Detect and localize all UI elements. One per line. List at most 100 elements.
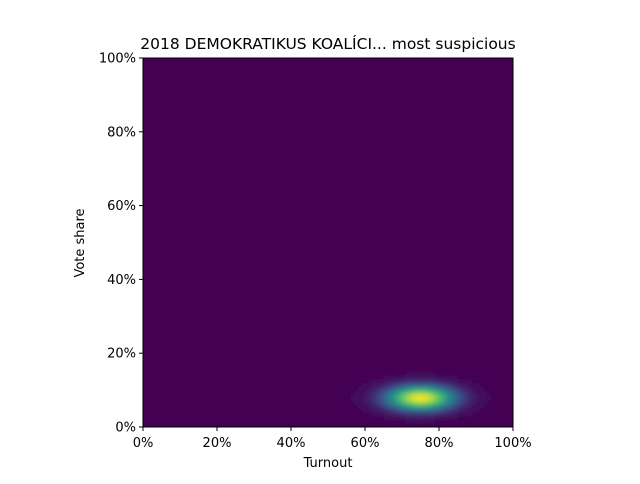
heatmap-cell: [372, 401, 377, 406]
heatmap-cell: [394, 382, 399, 388]
heatmap-cell: [468, 397, 473, 402]
heatmap-cell: [405, 386, 410, 391]
heatmap-cell: [461, 382, 466, 388]
heatmap-cell: [383, 382, 388, 388]
x-tick-label: 80%: [425, 436, 454, 451]
heatmap-cell: [420, 382, 425, 388]
heatmap-cell: [472, 386, 477, 391]
heatmap-background: [143, 58, 513, 427]
heatmap-cell: [390, 390, 396, 395]
heatmap-cell: [457, 382, 462, 388]
heatmap-cell: [427, 419, 433, 424]
heatmap-cell: [450, 382, 455, 388]
heatmap-cell: [479, 393, 484, 399]
heatmap-cell: [431, 379, 436, 384]
heatmap-cell: [379, 404, 385, 410]
heatmap-cell: [446, 393, 451, 399]
heatmap-cell: [368, 379, 373, 384]
heatmap-cell: [476, 404, 481, 410]
heatmap-cell: [372, 386, 377, 391]
heatmap-cell: [402, 415, 407, 421]
y-tick-label: 0%: [115, 421, 136, 436]
heatmap-cell: [350, 397, 355, 402]
heatmap-cell: [420, 419, 425, 424]
heatmap-cell: [435, 404, 440, 410]
heatmap-cell: [490, 397, 496, 402]
heatmap-cell: [372, 404, 377, 410]
heatmap-cell: [427, 397, 433, 402]
heatmap-cell: [420, 404, 425, 410]
y-axis: 0% 20% 40% 60% 80% 100%: [99, 52, 143, 436]
heatmap-cell: [402, 371, 407, 376]
heatmap-cell: [435, 386, 440, 391]
heatmap-cell: [439, 397, 444, 402]
heatmap-cell: [413, 408, 418, 413]
heatmap-cell: [350, 393, 355, 399]
heatmap-cell: [361, 397, 366, 402]
heatmap-cell: [431, 408, 436, 413]
heatmap-cell: [368, 397, 373, 402]
heatmap-cell: [424, 386, 429, 391]
heatmap-cell: [405, 419, 410, 424]
heatmap-cell: [376, 404, 381, 410]
heatmap-cell: [446, 412, 451, 417]
heatmap-cell: [379, 379, 385, 384]
heatmap-cell: [479, 404, 484, 410]
heatmap-cell: [361, 390, 366, 395]
heatmap-cell: [383, 408, 388, 413]
heatmap-cell: [431, 401, 436, 406]
heatmap-cell: [453, 390, 459, 395]
heatmap-cell: [450, 415, 455, 421]
heatmap-cell: [409, 382, 414, 388]
heatmap-cell: [361, 393, 366, 399]
heatmap-cell: [450, 375, 455, 380]
heatmap-cell: [453, 379, 459, 384]
heatmap-cell: [383, 404, 388, 410]
heatmap-cell: [416, 371, 422, 376]
heatmap-cell: [361, 408, 366, 413]
heatmap-cell: [472, 408, 477, 413]
heatmap-cell: [376, 408, 381, 413]
heatmap-cell: [387, 375, 392, 380]
heatmap-cell: [435, 379, 440, 384]
heatmap-cell: [402, 382, 407, 388]
heatmap-cell: [442, 404, 447, 410]
x-tick-label: 20%: [203, 436, 232, 451]
heatmap-cell: [472, 404, 477, 410]
heatmap-cell: [450, 393, 455, 399]
heatmap-cell: [483, 397, 488, 402]
heatmap-cell: [435, 375, 440, 380]
heatmap-cell: [424, 419, 429, 424]
heatmap-cell: [368, 404, 373, 410]
heatmap-cell: [361, 401, 366, 406]
heatmap-cell: [424, 415, 429, 421]
heatmap-cell: [446, 382, 451, 388]
heatmap-cell: [476, 397, 481, 402]
heatmap-cell: [427, 371, 433, 376]
heatmap-cell: [439, 415, 444, 421]
heatmap-cell: [468, 390, 473, 395]
heatmap-cell: [472, 379, 477, 384]
heatmap-cell: [446, 386, 451, 391]
heatmap-cell: [446, 390, 451, 395]
heatmap-cell: [435, 382, 440, 388]
heatmap-cell: [476, 393, 481, 399]
heatmap-cell: [468, 382, 473, 388]
heatmap-cell: [450, 390, 455, 395]
heatmap-cell: [368, 412, 373, 417]
heatmap-cell: [405, 397, 410, 402]
y-tick-label: 40%: [107, 273, 136, 288]
heatmap-cell: [357, 393, 362, 399]
heatmap-cell: [402, 412, 407, 417]
heatmap-cell: [402, 397, 407, 402]
heatmap-cell: [461, 412, 466, 417]
heatmap-cell: [464, 404, 470, 410]
heatmap-cell: [383, 386, 388, 391]
heatmap-cell: [439, 408, 444, 413]
heatmap-cell: [409, 393, 414, 399]
heatmap-cell: [450, 408, 455, 413]
heatmap-cell: [472, 397, 477, 402]
heatmap-cell: [420, 393, 425, 399]
